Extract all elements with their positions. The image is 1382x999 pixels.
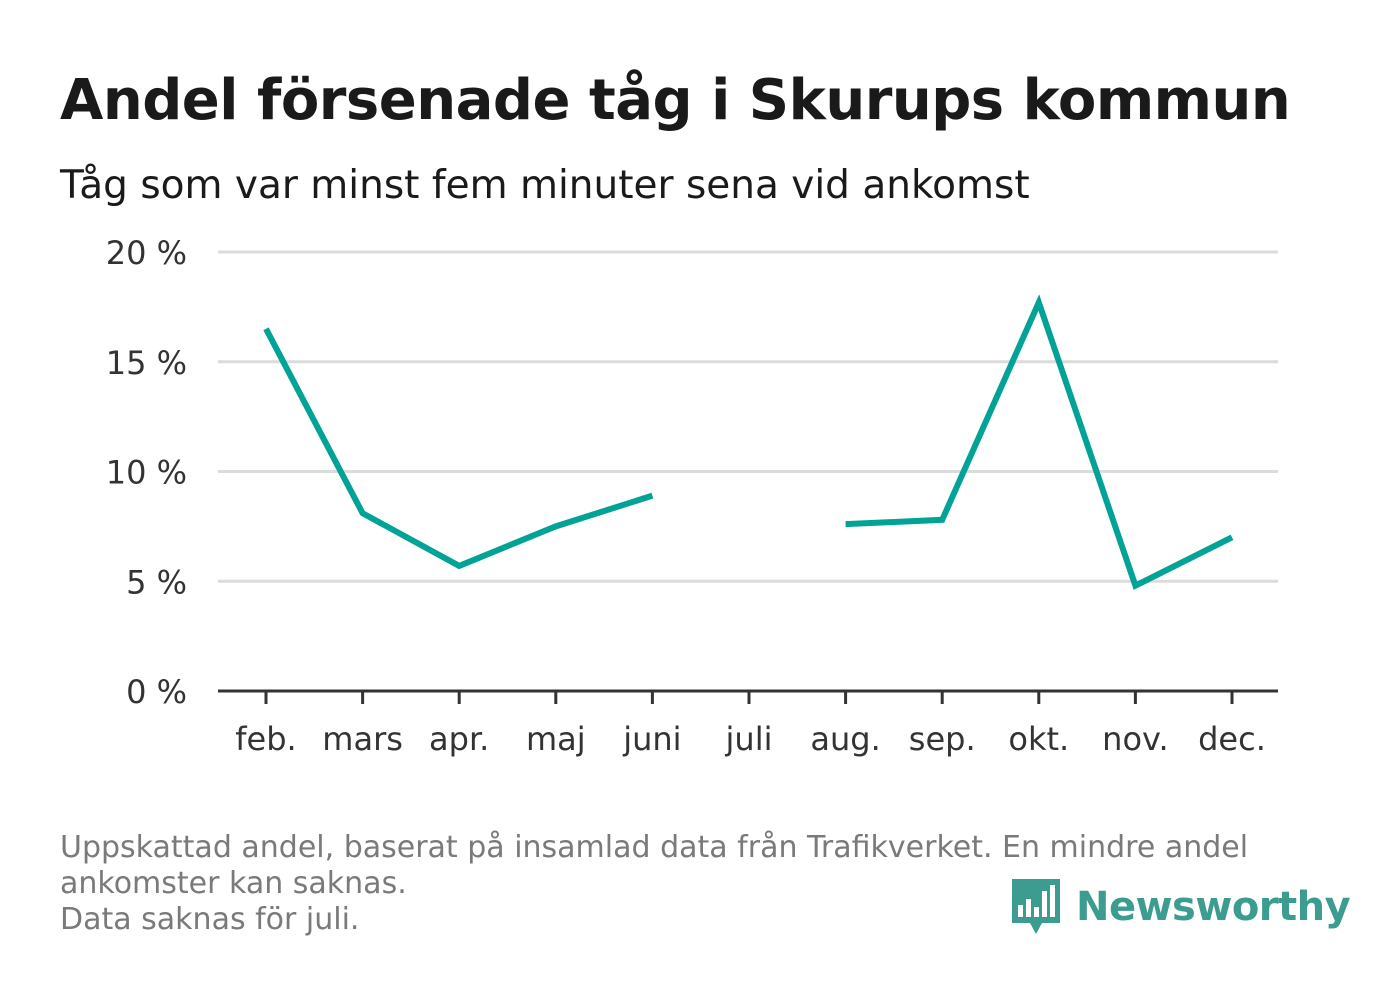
x-tick-label: juli (725, 720, 773, 758)
x-tick-label: okt. (1008, 720, 1069, 758)
series-line (263, 327, 654, 570)
chart-subtitle: Tåg som var minst fem minuter sena vid a… (60, 163, 1030, 208)
x-tick-label: juni (622, 720, 681, 758)
y-tick-label: 15 % (106, 344, 187, 382)
y-tick-label: 5 % (126, 563, 187, 601)
footnote-line-2: ankomster kan saknas. (60, 866, 407, 901)
chart-title: Andel försenade tåg i Skurups kommun (60, 68, 1291, 133)
x-tick-label: maj (526, 720, 586, 758)
x-tick-label: sep. (909, 720, 976, 758)
brand-name: Newsworthy (1076, 884, 1351, 930)
y-tick-label: 10 % (106, 454, 187, 492)
x-tick-label: nov. (1102, 720, 1168, 758)
y-tick-label: 20 % (106, 234, 187, 272)
footnote-line-1: Uppskattad andel, baserat på insamlad da… (60, 830, 1249, 865)
x-tick-label: dec. (1198, 720, 1266, 758)
brand-logo: Newsworthy (1010, 877, 1351, 937)
bar-chart-speech-bubble-icon (1012, 879, 1060, 934)
x-tick-label: apr. (429, 720, 489, 758)
x-tick-label: aug. (810, 720, 880, 758)
footnote: Uppskattad andel, baserat på insamlad da… (60, 830, 1320, 938)
y-tick-label: 0 % (126, 673, 187, 711)
x-tick-label: mars (322, 720, 403, 758)
x-tick-label: feb. (235, 720, 296, 758)
footnote-line-3: Data saknas för juli. (60, 902, 360, 937)
series-line (845, 294, 1234, 590)
